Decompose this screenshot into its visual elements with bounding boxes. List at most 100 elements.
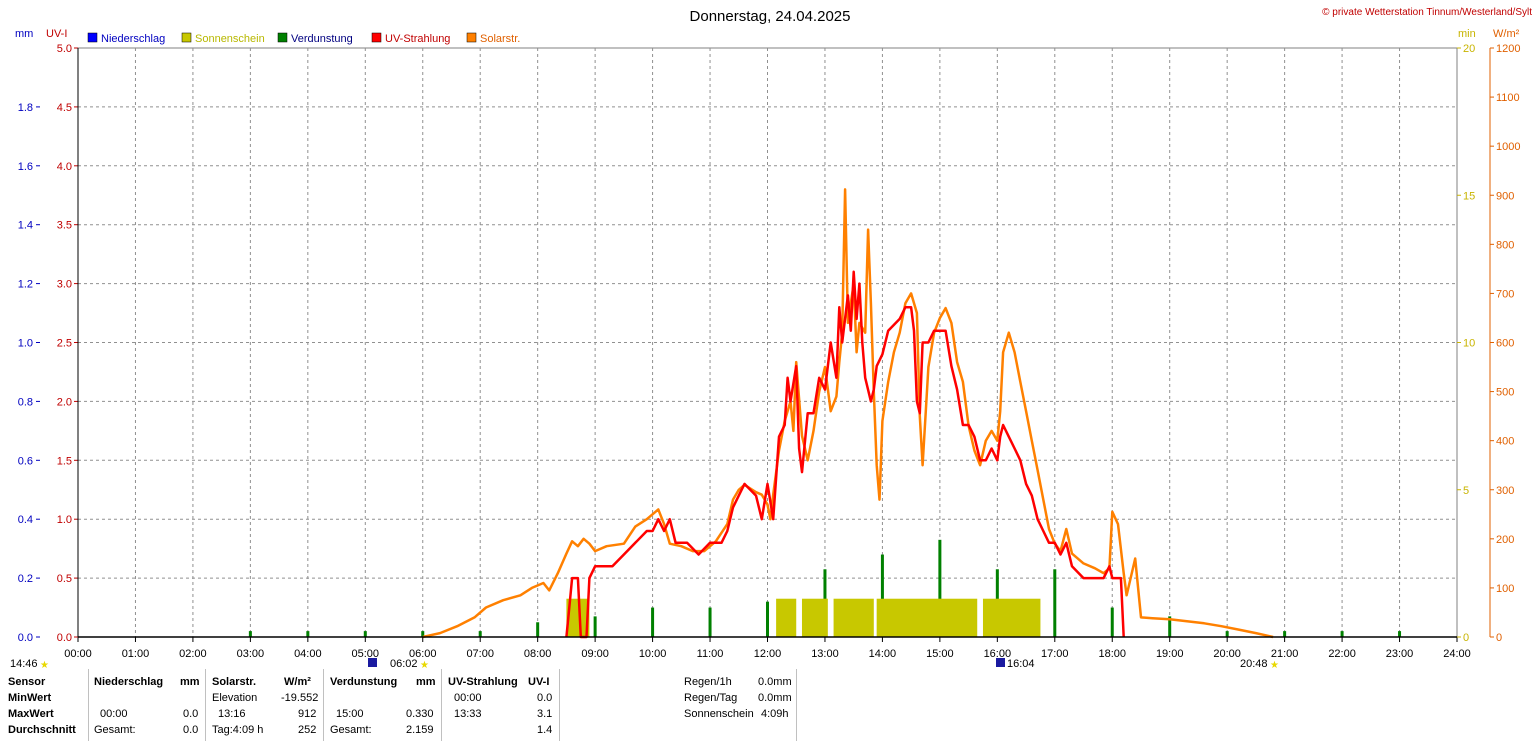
evaporation-bar — [1110, 607, 1114, 637]
mm-tick-label: 1.6 — [18, 161, 33, 173]
wm2-tick-label: 300 — [1496, 485, 1514, 497]
legend-swatch — [181, 32, 192, 43]
wm2-tick-label: 400 — [1496, 436, 1514, 448]
wm2-tick-label: 0 — [1496, 632, 1502, 644]
x-tick-label: 14:00 — [869, 648, 897, 660]
sunshine-bars — [566, 598, 1041, 637]
evaporation-bar — [651, 607, 655, 637]
sunshine-bar — [876, 598, 978, 637]
x-tick-label: 22:00 — [1328, 648, 1356, 660]
sunshine-bar — [566, 598, 590, 637]
evaporation-bar — [536, 622, 540, 637]
uv-min-time: 00:00 — [454, 692, 482, 704]
x-tick-label: 17:00 — [1041, 648, 1069, 660]
evaporation-bar — [1283, 631, 1287, 637]
wm2-tick-label: 1200 — [1496, 43, 1520, 55]
evaporation-bar — [306, 631, 310, 637]
mm-tick-label: 1.0 — [18, 338, 33, 350]
legend-swatch — [277, 32, 288, 43]
mm-tick-label: 0.0 — [18, 632, 33, 644]
statistics-table: Sensor MinWert MaxWert Durchschnitt Nied… — [0, 669, 1536, 741]
uvi-tick-label: 3.5 — [57, 220, 72, 232]
evaporation-bar — [593, 616, 597, 637]
legend-swatch — [466, 32, 477, 43]
x-tick-label: 18:00 — [1098, 648, 1126, 660]
x-tick-label: 04:00 — [294, 648, 322, 660]
sun-star-icon: ★ — [1270, 660, 1279, 669]
solar-line — [422, 188, 1274, 639]
x-tick-label: 10:00 — [639, 648, 667, 660]
x-tick-label: 03:00 — [237, 648, 265, 660]
x-tick-label: 23:00 — [1386, 648, 1414, 660]
solar-max-val: 912 — [298, 708, 317, 720]
regen1h-val: 0.0mm — [758, 676, 792, 688]
sunshine-bar — [982, 598, 1041, 637]
uvi-tick-label: 3.0 — [57, 279, 72, 291]
evaporation-bar — [1340, 631, 1344, 637]
niederschlag-unit: mm — [180, 676, 200, 688]
uvi-tick-label: 5.0 — [57, 43, 72, 55]
niederschlag-header: Niederschlag — [94, 676, 164, 688]
evaporation-bar — [1398, 631, 1402, 637]
x-tick-label: 15:00 — [926, 648, 954, 660]
mm-tick-label: 1.2 — [18, 279, 33, 291]
x-tick-label: 21:00 — [1271, 648, 1299, 660]
evaporation-bar — [1053, 569, 1057, 637]
uv-max-val: 3.1 — [537, 708, 553, 720]
regentag-label: Regen/Tag — [684, 692, 738, 704]
legend-label: UV-Strahlung — [385, 33, 450, 45]
x-tick-label: 11:00 — [697, 648, 724, 660]
unit-mm: mm — [15, 28, 33, 40]
mm-tick-label: 0.6 — [18, 455, 33, 467]
noon-time: 16:04 — [1007, 658, 1035, 669]
x-tick-label: 07:00 — [466, 648, 494, 660]
legend-label: Verdunstung — [291, 33, 353, 45]
row-min: MinWert — [8, 692, 52, 704]
uv-line — [565, 270, 1125, 639]
sonnenschein-val: 4:09h — [761, 708, 789, 720]
solar-min-val: -19.552 — [281, 692, 319, 704]
verdunstung-avg-label: Gesamt: — [330, 724, 372, 736]
unit-uvi: UV-I — [46, 28, 67, 40]
x-tick-label: 08:00 — [524, 648, 552, 660]
regentag-val: 0.0mm — [758, 692, 792, 704]
sunshine-bar — [801, 598, 828, 637]
uv-max-time: 13:33 — [454, 708, 482, 720]
wm2-tick-label: 1100 — [1496, 92, 1520, 104]
wm2-tick-label: 200 — [1496, 534, 1514, 546]
evaporation-bar — [708, 607, 712, 637]
niederschlag-max-val: 0.0 — [183, 708, 199, 720]
evaporation-bar — [766, 601, 769, 637]
niederschlag-avg-label: Gesamt: — [94, 724, 136, 736]
uvi-tick-label: 4.0 — [57, 161, 72, 173]
row-sensor: Sensor — [8, 676, 46, 688]
sunshine-bar — [833, 598, 874, 637]
grid — [77, 47, 1458, 638]
x-tick-label: 12:00 — [754, 648, 782, 660]
unit-min: min — [1458, 28, 1476, 40]
solar-max-time: 13:16 — [218, 708, 246, 720]
sunrise-time: 06:02 — [390, 658, 418, 669]
legend-swatch — [87, 32, 98, 43]
evaporation-bar — [478, 631, 482, 637]
weather-chart: Donnerstag, 24.04.2025 © private Wetters… — [10, 7, 1532, 669]
x-tick-label: 13:00 — [811, 648, 839, 660]
min-tick-label: 15 — [1463, 190, 1475, 202]
solar-min-label: Elevation — [212, 692, 258, 704]
sunrise-icon — [368, 658, 377, 667]
wm2-tick-label: 500 — [1496, 387, 1514, 399]
mm-tick-label: 1.8 — [18, 102, 33, 114]
solar-header: Solarstr. — [212, 676, 257, 688]
series-lines — [422, 188, 1274, 639]
evaporation-bar — [938, 539, 942, 637]
evaporation-bar — [1225, 631, 1229, 637]
min-tick-label: 0 — [1463, 632, 1469, 644]
uvi-tick-label: 0.0 — [57, 632, 72, 644]
copyright-text: © private Wetterstation Tinnum/Westerlan… — [1322, 7, 1532, 18]
evaporation-bar — [248, 631, 252, 637]
wm2-tick-label: 700 — [1496, 288, 1514, 300]
mm-tick-label: 0.8 — [18, 396, 33, 408]
sun-markers: 06:02 ★ ★ 14:46 16:04 20:48 ★ — [10, 658, 1279, 669]
legend-label: Solarstr. — [480, 33, 520, 45]
sunset-time: 20:48 — [1240, 658, 1268, 669]
